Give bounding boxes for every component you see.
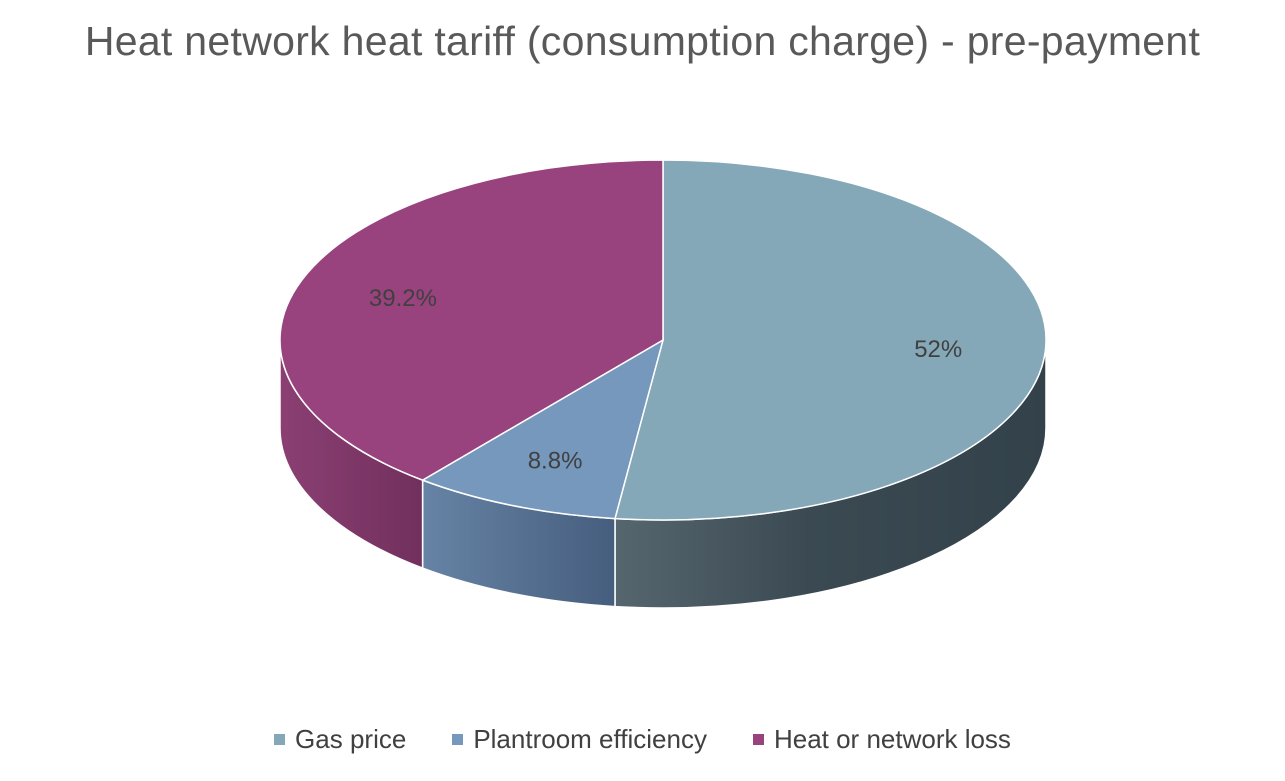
data-label-plantroom-efficiency: 8.8%: [528, 447, 583, 474]
legend-label: Plantroom efficiency: [473, 724, 707, 754]
pie-slice-heat-or-network-loss: [279, 159, 664, 481]
data-label-heat-or-network-loss: 39.2%: [369, 285, 437, 312]
chart-title: Heat network heat tariff (consumption ch…: [84, 18, 1201, 64]
legend-item-heat-or-network-loss: Heat or network loss: [752, 724, 1011, 755]
pie-tops: [279, 159, 1047, 521]
pie-slice-plantroom-efficiency: [420, 338, 665, 520]
legend-item-plantroom-efficiency: Plantroom efficiency: [452, 724, 707, 755]
pie-slice-gas-price: [614, 159, 1047, 521]
legend: Gas price Plantroom efficiency Heat or n…: [0, 724, 1285, 755]
legend-label: Heat or network loss: [773, 724, 1011, 754]
pie-labels: 52% 8.8% 39.2%: [369, 285, 962, 474]
legend-swatch: [274, 734, 286, 745]
legend-item-gas-price: Gas price: [274, 724, 406, 755]
pie-sides: [279, 339, 1047, 609]
legend-label: Gas price: [295, 724, 407, 754]
data-label-gas-price: 52%: [914, 336, 962, 363]
legend-swatch: [452, 734, 464, 745]
legend-swatch: [752, 734, 764, 745]
